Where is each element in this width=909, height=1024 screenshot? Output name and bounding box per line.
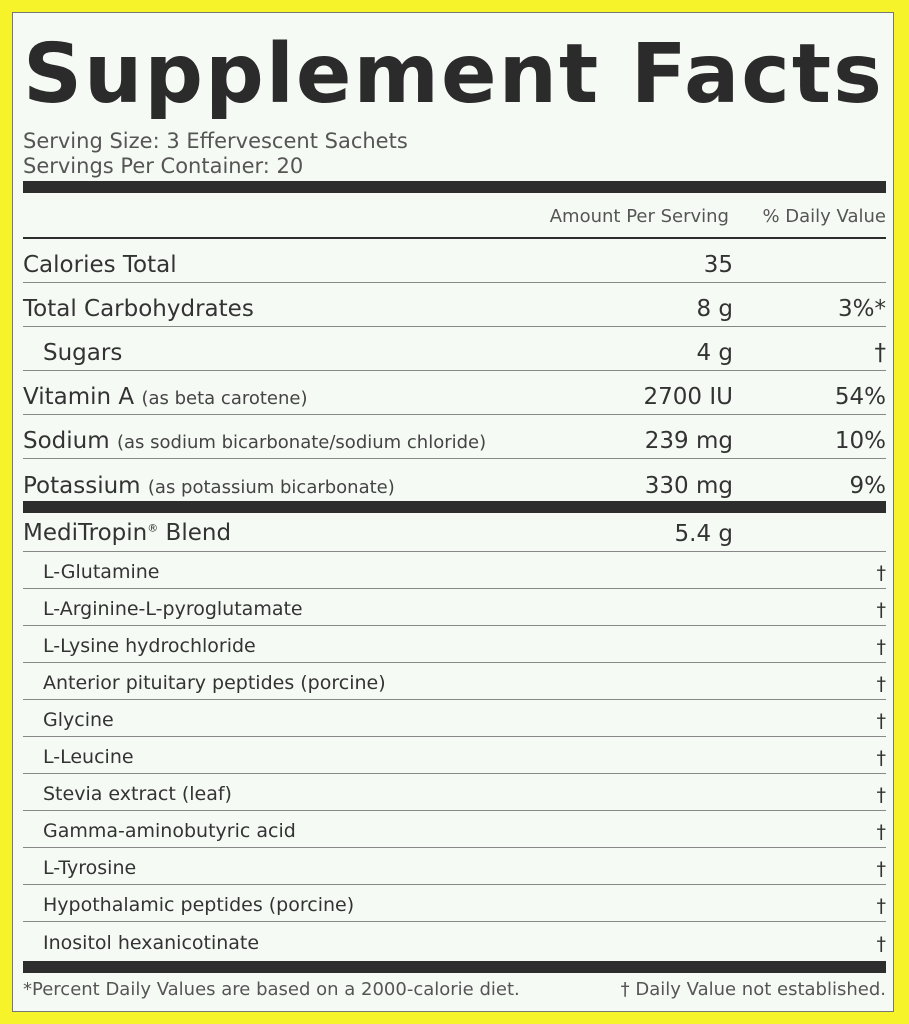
nutrient-row-potassium: Potassium (as potassium bicarbonate) 330 … [23, 459, 886, 503]
ingredient-row: L-Lysine hydrochloride † [23, 626, 886, 663]
ingredient-dv: † [876, 599, 887, 621]
blend-name: MediTropin [23, 520, 148, 546]
ingredient-dv: † [876, 636, 887, 658]
ingredient-name: Glycine [43, 709, 114, 731]
ingredient-dv: † [876, 895, 887, 917]
ingredient-row: L-Tyrosine † [23, 848, 886, 885]
nutrient-amount: 8 g [696, 296, 733, 322]
ingredient-dv: † [876, 747, 887, 769]
nutrient-amount: 330 mg [644, 473, 733, 499]
nutrient-table: Calories Total 35 Total Carbohydrates 8 g 3… [23, 239, 886, 503]
blend-table: MediTropin® Blend 5.4 g L-Glutamine † L-Ar… [23, 513, 886, 959]
nutrient-row-sodium: Sodium (as sodium bicarbonate/sodium chl… [23, 415, 886, 459]
nutrient-note: (as beta carotene) [141, 388, 308, 409]
thick-divider [23, 181, 886, 193]
blend-suffix: Blend [158, 520, 232, 546]
ingredient-row: Anterior pituitary peptides (porcine) † [23, 663, 886, 700]
ingredient-dv: † [876, 673, 887, 695]
ingredient-row: Inositol hexanicotinate † [23, 922, 886, 959]
supplement-facts-panel: Supplement Facts Serving Size: 3 Efferve… [12, 12, 894, 1012]
nutrient-row-carbohydrates: Total Carbohydrates 8 g 3%* [23, 283, 886, 327]
nutrient-amount: 2700 IU [643, 384, 733, 410]
ingredient-dv: † [876, 784, 887, 806]
nutrient-row-sugars: Sugars 4 g † [23, 327, 886, 371]
not-established-footnote: † Daily Value not established. [620, 979, 886, 1000]
nutrient-row-vitamin-a: Vitamin A (as beta carotene) 2700 IU 54% [23, 371, 886, 415]
nutrient-name: Sugars [43, 340, 123, 366]
ingredient-dv: † [876, 562, 887, 584]
amount-header: Amount Per Serving [549, 206, 729, 227]
ingredient-name: Gamma-aminobutyric acid [43, 820, 296, 842]
ingredient-name: L-Glutamine [43, 561, 160, 583]
ingredient-name: Stevia extract (leaf) [43, 783, 232, 805]
thick-divider [23, 501, 886, 513]
nutrient-name: Total Carbohydrates [23, 296, 254, 322]
nutrient-note: (as sodium bicarbonate/sodium chloride) [116, 432, 487, 453]
ingredient-dv: † [876, 710, 887, 732]
ingredient-name: L-Arginine-L-pyroglutamate [43, 598, 303, 620]
nutrient-name: Sodium [23, 428, 110, 454]
serving-size: Serving Size: 3 Effervescent Sachets [23, 129, 408, 153]
nutrient-dv: 10% [834, 428, 886, 454]
nutrient-dv: † [874, 340, 887, 366]
nutrient-dv: 54% [834, 384, 886, 410]
ingredient-row: Gamma-aminobutyric acid † [23, 811, 886, 848]
nutrient-amount: 239 mg [644, 428, 733, 454]
nutrient-amount: 4 g [696, 340, 733, 366]
ingredient-row: Glycine † [23, 700, 886, 737]
ingredient-name: L-Tyrosine [43, 857, 137, 879]
ingredient-dv: † [876, 821, 887, 843]
nutrient-name: Calories Total [23, 252, 177, 278]
blend-amount: 5.4 g [674, 521, 734, 547]
ingredient-row: L-Glutamine † [23, 552, 886, 589]
daily-value-header: % Daily Value [762, 206, 886, 227]
ingredient-row: Stevia extract (leaf) † [23, 774, 886, 811]
nutrient-row-calories: Calories Total 35 [23, 239, 886, 283]
nutrient-note: (as potassium bicarbonate) [147, 477, 395, 498]
nutrient-dv: 3%* [838, 296, 886, 322]
nutrient-amount: 35 [703, 252, 733, 278]
nutrient-name: Vitamin A [23, 384, 135, 410]
ingredient-row: Hypothalamic peptides (porcine) † [23, 885, 886, 922]
nutrient-dv: 9% [849, 473, 887, 499]
label-title: Supplement Facts [23, 27, 884, 122]
servings-per-container: Servings Per Container: 20 [23, 154, 304, 178]
ingredient-dv: † [876, 858, 887, 880]
blend-row: MediTropin® Blend 5.4 g [23, 513, 886, 552]
thin-divider [23, 237, 886, 239]
ingredient-row: L-Arginine-L-pyroglutamate † [23, 589, 886, 626]
ingredient-dv: † [876, 933, 887, 955]
registered-mark: ® [147, 521, 159, 535]
ingredient-name: Hypothalamic peptides (porcine) [43, 894, 355, 916]
ingredient-name: L-Lysine hydrochloride [43, 635, 256, 657]
ingredient-row: L-Leucine † [23, 737, 886, 774]
nutrient-name: Potassium [23, 473, 141, 499]
daily-value-footnote: *Percent Daily Values are based on a 200… [23, 979, 520, 1000]
thick-divider [23, 961, 886, 973]
ingredient-name: L-Leucine [43, 746, 134, 768]
ingredient-name: Anterior pituitary peptides (porcine) [43, 672, 386, 694]
ingredient-name: Inositol hexanicotinate [43, 932, 260, 954]
footnote: *Percent Daily Values are based on a 200… [23, 979, 886, 1000]
